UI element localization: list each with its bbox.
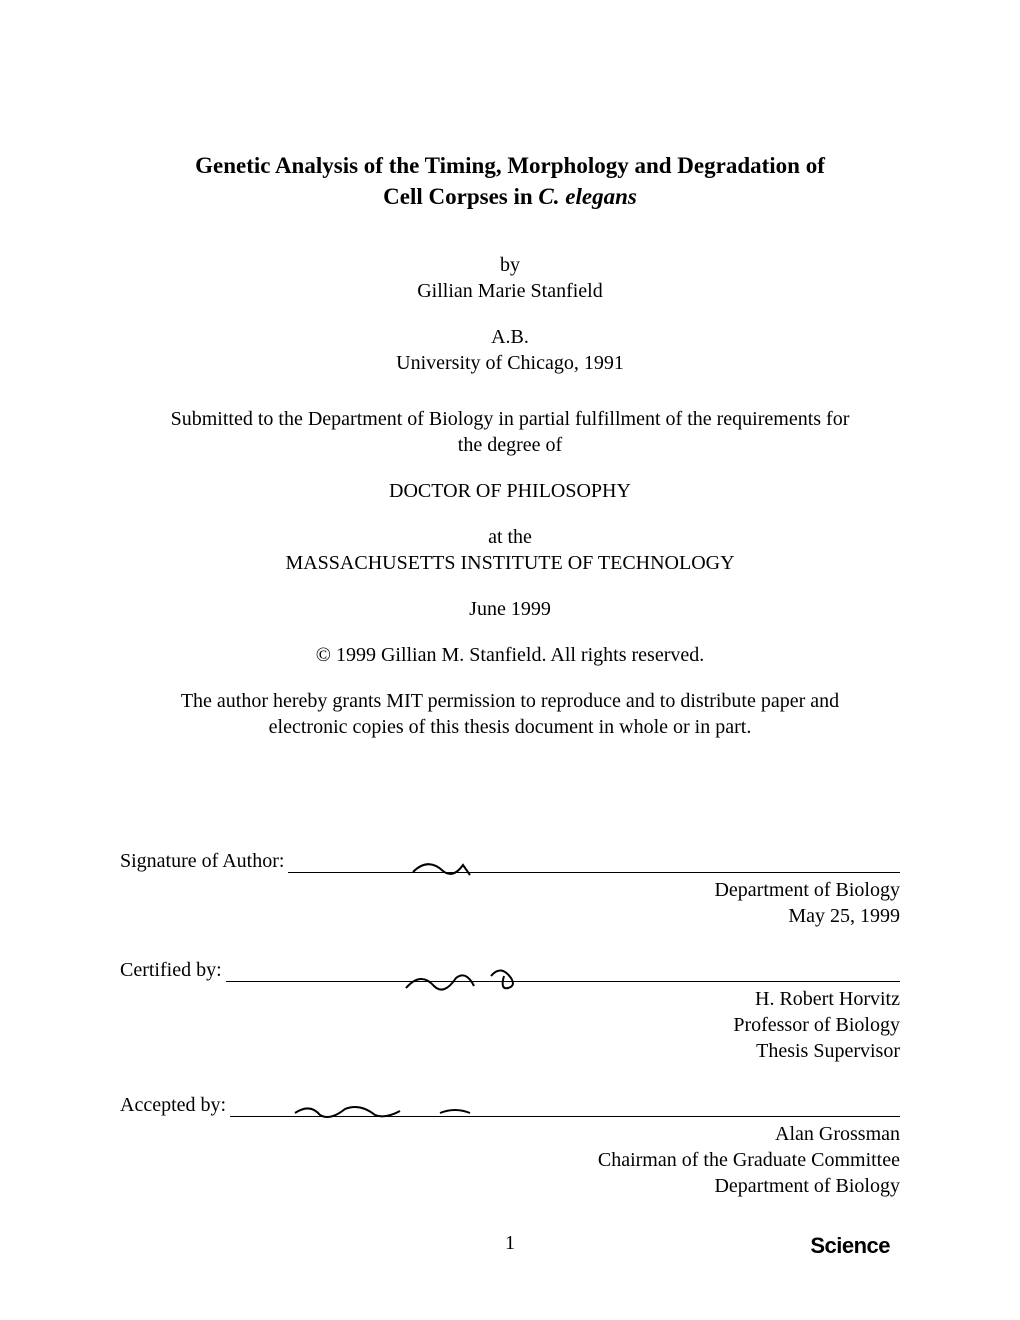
signature-author-block: Signature of Author: Department of Biolo… bbox=[120, 850, 900, 929]
title-line-2-pre: Cell Corpses in bbox=[383, 184, 538, 209]
at-label: at the bbox=[488, 526, 532, 548]
signature-certified-name: H. Robert Horvitz bbox=[755, 988, 900, 1010]
prior-degree: A.B. bbox=[491, 326, 529, 348]
signature-author-label: Signature of Author: bbox=[120, 850, 284, 873]
author-block: by Gillian Marie Stanfield bbox=[120, 252, 900, 304]
page-footer: 1 Science bbox=[0, 1232, 1020, 1255]
copyright-line: © 1999 Gillian M. Stanfield. All rights … bbox=[120, 642, 900, 668]
thesis-title-page: Genetic Analysis of the Timing, Morpholo… bbox=[0, 0, 1020, 1289]
signature-scribble-icon bbox=[290, 1101, 490, 1121]
signature-scribble-icon bbox=[396, 966, 546, 996]
degree-name: DOCTOR OF PHILOSOPHY bbox=[120, 478, 900, 504]
signature-author-dept: Department of Biology bbox=[714, 879, 900, 901]
stamp-label: Science bbox=[810, 1233, 890, 1259]
institution-block: at the MASSACHUSETTS INSTITUTE OF TECHNO… bbox=[120, 524, 900, 576]
signature-scribble-icon bbox=[408, 857, 498, 879]
signature-certified-details: H. Robert Horvitz Professor of Biology T… bbox=[120, 986, 900, 1064]
by-label: by bbox=[500, 254, 520, 276]
signature-accepted-name: Alan Grossman bbox=[775, 1123, 900, 1145]
institution-name: MASSACHUSETTS INSTITUTE OF TECHNOLOGY bbox=[285, 552, 734, 574]
signature-author-line bbox=[288, 871, 900, 873]
signature-accepted-title1: Chairman of the Graduate Committee bbox=[598, 1149, 900, 1171]
signature-certified-line bbox=[226, 980, 900, 982]
signature-certified-title1: Professor of Biology bbox=[733, 1014, 900, 1036]
prior-institution: University of Chicago, 1991 bbox=[396, 352, 624, 374]
signature-certified-title2: Thesis Supervisor bbox=[756, 1040, 900, 1062]
signature-accepted-title2: Department of Biology bbox=[714, 1175, 900, 1197]
signature-certified-block: Certified by: H. Robert Horvitz Professo… bbox=[120, 959, 900, 1064]
title-line-2-italic: C. elegans bbox=[538, 184, 636, 209]
author-name: Gillian Marie Stanfield bbox=[417, 280, 603, 302]
permission-block: The author hereby grants MIT permission … bbox=[120, 688, 900, 740]
submitted-line-1: Submitted to the Department of Biology i… bbox=[171, 408, 850, 430]
permission-line-1: The author hereby grants MIT permission … bbox=[181, 690, 839, 712]
thesis-title: Genetic Analysis of the Timing, Morpholo… bbox=[120, 150, 900, 212]
permission-line-2: electronic copies of this thesis documen… bbox=[269, 716, 752, 738]
prior-degree-block: A.B. University of Chicago, 1991 bbox=[120, 324, 900, 376]
signature-certified-label: Certified by: bbox=[120, 959, 222, 982]
signature-accepted-label: Accepted by: bbox=[120, 1094, 226, 1117]
signature-author-details: Department of Biology May 25, 1999 bbox=[120, 877, 900, 929]
submitted-line-2: the degree of bbox=[458, 434, 562, 456]
signature-accepted-line bbox=[230, 1115, 900, 1117]
signature-accepted-details: Alan Grossman Chairman of the Graduate C… bbox=[120, 1121, 900, 1199]
signature-accepted-block: Accepted by: Alan Grossman Chairman of t… bbox=[120, 1094, 900, 1199]
title-line-1: Genetic Analysis of the Timing, Morpholo… bbox=[195, 153, 825, 178]
page-number: 1 bbox=[505, 1232, 515, 1255]
signature-author-date: May 25, 1999 bbox=[788, 905, 900, 927]
submitted-block: Submitted to the Department of Biology i… bbox=[120, 406, 900, 458]
thesis-date: June 1999 bbox=[120, 596, 900, 622]
